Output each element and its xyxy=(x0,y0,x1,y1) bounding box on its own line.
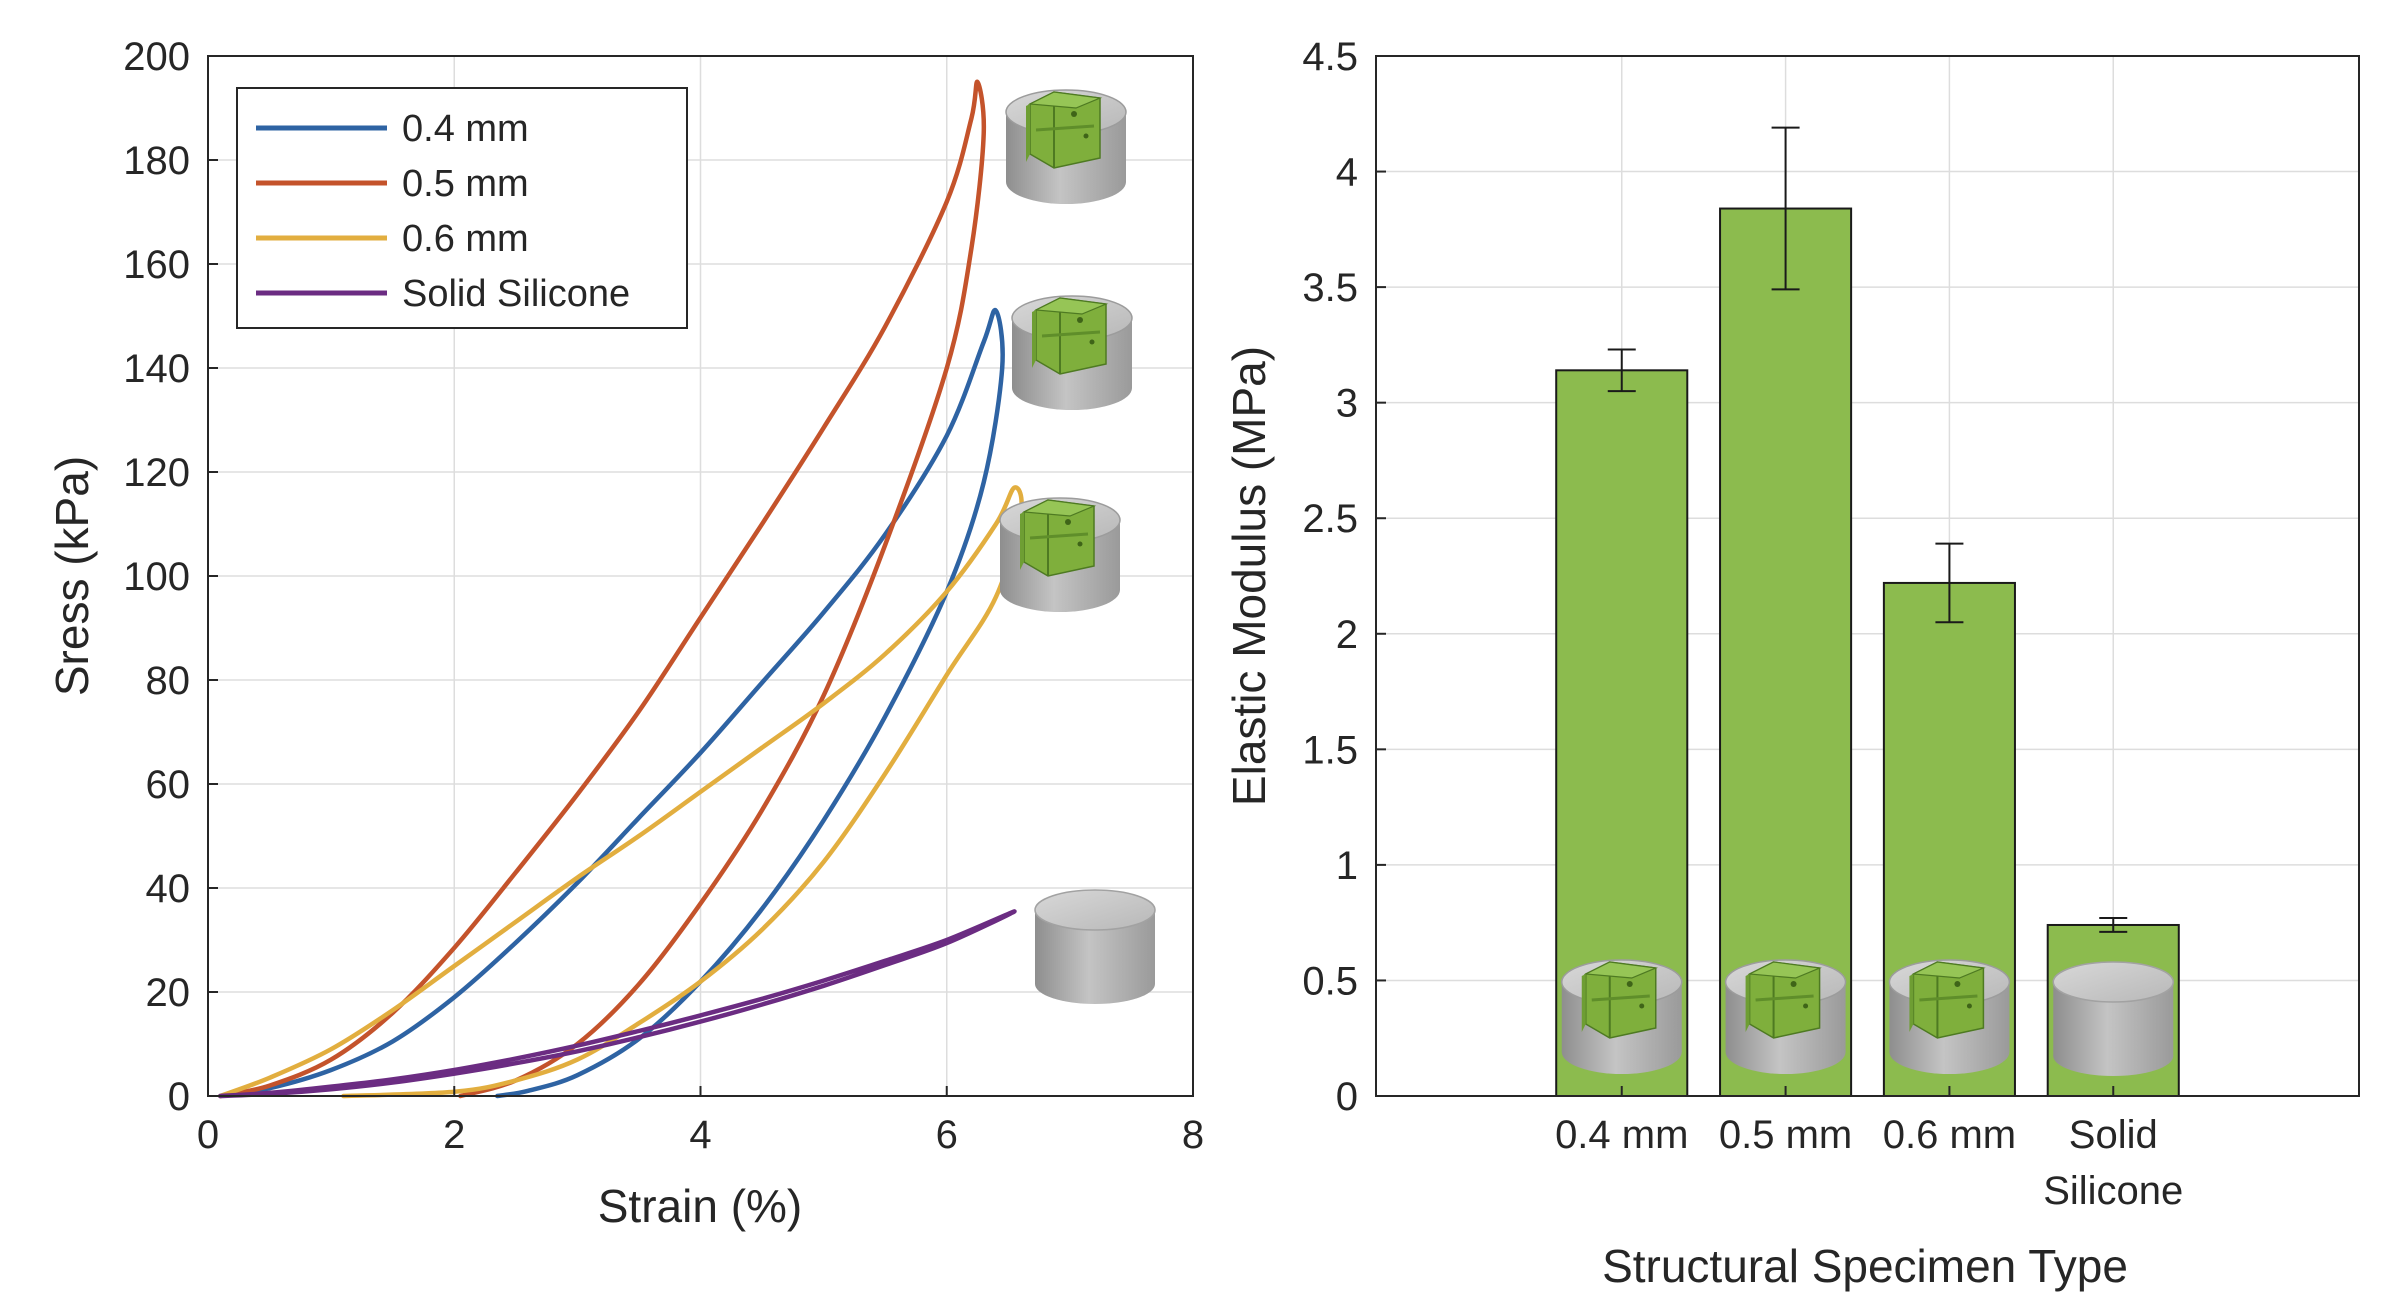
axes-box-right xyxy=(1375,55,2360,1097)
y-tick-label-left: 40 xyxy=(146,867,191,911)
ticks-right: 0 0.5 1 1.5 2 2.5 3 3.5 4 4.5 0.4 mm 0.5 mm 0.6 mm So… xyxy=(1302,35,2183,1213)
x-axis-title-left: Strain (%) xyxy=(598,1180,802,1232)
y-axis-title-right: Elastic Modulus (MPa) xyxy=(1223,346,1275,806)
x-tick-label-right: 0.6 mm xyxy=(1883,1113,2016,1157)
x-tick-label-right: Silicone xyxy=(2043,1169,2183,1213)
legend-label-0.6mm: 0.6 mm xyxy=(402,218,529,260)
bars xyxy=(1555,126,2180,1098)
x-tick-label-left: 6 xyxy=(936,1113,958,1157)
y-tick-label-right: 2 xyxy=(1336,613,1358,657)
y-tick-label-left: 80 xyxy=(146,659,191,703)
y-tick-label-right: 4 xyxy=(1336,151,1358,195)
x-tick-label-left: 2 xyxy=(443,1113,465,1157)
y-tick-label-left: 0 xyxy=(168,1075,190,1119)
y-tick-label-right: 1.5 xyxy=(1302,728,1358,772)
y-tick-label-right: 0 xyxy=(1336,1075,1358,1119)
legend-label-0.4mm: 0.4 mm xyxy=(402,108,529,150)
y-tick-label-left: 60 xyxy=(146,763,191,807)
y-tick-label-right: 0.5 xyxy=(1302,959,1358,1003)
solid-specimen-icon xyxy=(1034,889,1156,1005)
x-tick-label-left: 8 xyxy=(1182,1113,1204,1157)
curve-0.4-mm xyxy=(218,307,1005,1099)
elastic-modulus-bar-chart: 0 0.5 1 1.5 2 2.5 3 3.5 4 4.5 0.4 mm 0.5 mm 0.6 mm So… xyxy=(1223,35,2360,1292)
x-tick-label-right: 0.4 mm xyxy=(1555,1113,1688,1157)
x-tick-label-left: 4 xyxy=(689,1113,711,1157)
bar-0.5-mm xyxy=(1719,207,1853,1098)
y-tick-label-left: 140 xyxy=(123,347,190,391)
y-tick-label-right: 2.5 xyxy=(1302,497,1358,541)
solid-specimen-icon xyxy=(2052,961,2174,1077)
plot-area-right xyxy=(1376,56,2359,1096)
y-tick-label-left: 180 xyxy=(123,139,190,183)
x-axis-title-right: Structural Specimen Type xyxy=(1602,1240,2128,1292)
lattice-specimen-icon xyxy=(1004,88,1128,206)
y-tick-label-left: 200 xyxy=(123,35,190,79)
y-tick-label-left: 120 xyxy=(123,451,190,495)
x-tick-label-right: Solid xyxy=(2069,1113,2158,1157)
lattice-specimen-icon xyxy=(1724,958,1848,1076)
y-tick-label-left: 20 xyxy=(146,971,191,1015)
lattice-specimen-icon xyxy=(998,496,1122,614)
legend-label-solid-silicone: Solid Silicone xyxy=(402,273,630,315)
legend-box xyxy=(236,87,688,329)
legend-label-0.5mm: 0.5 mm xyxy=(402,163,529,205)
y-tick-label-right: 1 xyxy=(1336,844,1358,888)
lattice-specimen-icon xyxy=(1560,958,1684,1076)
y-tick-label-left: 160 xyxy=(123,243,190,287)
y-tick-label-right: 4.5 xyxy=(1302,35,1358,79)
lattice-specimen-icon xyxy=(1010,294,1134,412)
x-tick-label-left: 0 xyxy=(197,1113,219,1157)
x-tick-label-right: 0.5 mm xyxy=(1719,1113,1852,1157)
y-tick-label-right: 3 xyxy=(1336,382,1358,426)
y-axis-title-left: Sress (kPa) xyxy=(46,456,98,696)
curve-solid-silicone xyxy=(218,909,1017,1099)
y-tick-label-left: 100 xyxy=(123,555,190,599)
y-tick-label-right: 3.5 xyxy=(1302,266,1358,310)
curve-0.5-mm xyxy=(218,79,987,1099)
legend: 0.4 mm 0.5 mm 0.6 mm Solid Silicone xyxy=(236,87,688,329)
lattice-specimen-icon xyxy=(1887,958,2011,1076)
